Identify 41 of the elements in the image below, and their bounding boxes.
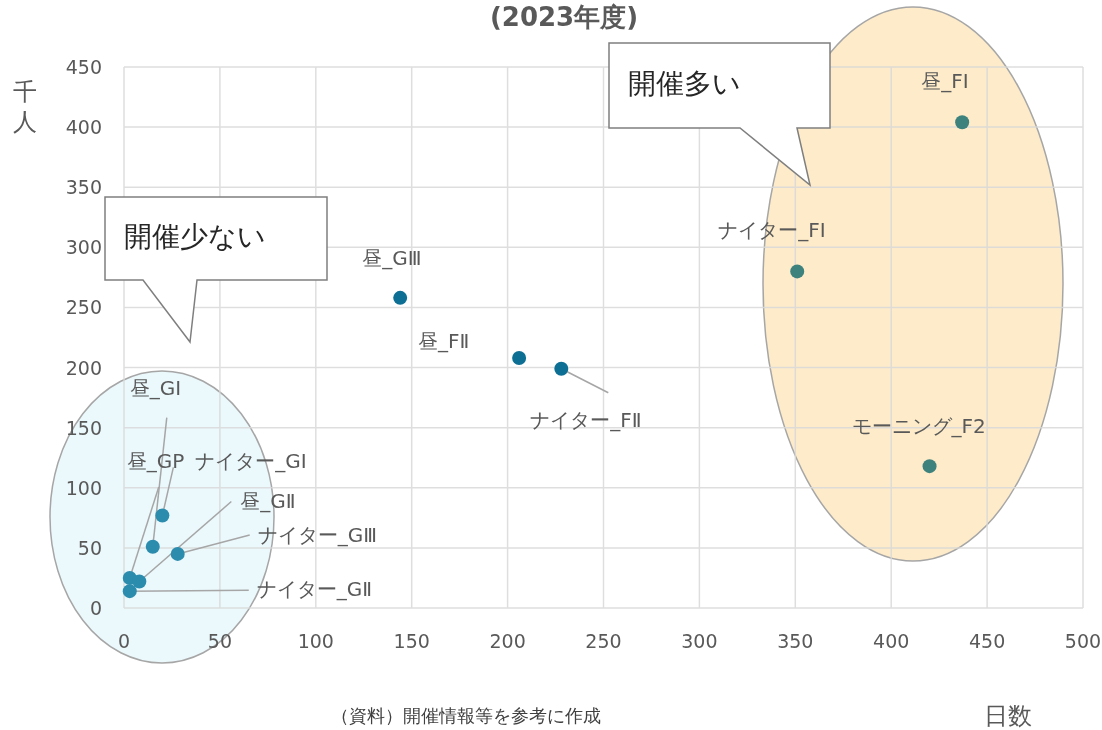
x-tick-label: 200 [489,630,526,652]
x-axis-title: 日数 [984,702,1032,730]
annotation: 昼_GP [126,448,185,473]
annotation: ナイター_GⅠ [195,449,307,474]
chart-title: (2023年度) [489,2,639,32]
y-tick-label: 50 [77,536,102,559]
annotation: 昼_FⅠ [921,69,969,94]
x-tick-label: 50 [207,630,232,652]
x-tick-label: 150 [393,630,430,652]
x-tick-label: 450 [968,630,1006,652]
x-tick-label: 500 [1064,630,1102,652]
y-tick-label: 150 [65,416,102,439]
callout-many: 開催多い [608,42,831,187]
y-tick-label: 250 [65,296,102,319]
annotation: ナイター_GⅡ [256,577,373,602]
y-axis-title: 千人 [13,78,37,136]
text: （資料）開催情報等を参考に作成 [331,705,601,726]
x-tick-label: 300 [681,630,718,652]
annotation: ナイター_FⅠ [718,218,826,243]
y-tick-label: 100 [65,476,102,499]
y-tick-label: 300 [65,236,102,259]
annotation: 開催少ない [124,220,266,253]
annotation: 昼_FⅡ [418,328,470,353]
y-tick-label: 400 [65,116,102,139]
annotation: 昼_GⅠ [129,375,182,400]
annotation: 開催多い [628,67,741,100]
x-tick-label: 100 [297,630,334,652]
callout-few: 開催少ない [104,196,328,344]
annotation: ナイター_FⅡ [530,407,642,432]
x-tick-label: 400 [873,630,910,652]
y-tick-label: 450 [65,56,102,78]
y-tick-label: 350 [65,176,102,199]
annotation: モーニング_F2 [851,414,986,439]
annotation: ナイター_GⅢ [257,522,377,547]
y-tick-label: 0 [89,597,102,619]
x-tick-label: 250 [585,630,622,652]
x-tick-label: 0 [117,630,131,652]
y-tick-label: 200 [65,356,102,379]
x-tick-label: 350 [777,630,814,652]
annotation: 昼_GⅡ [240,488,296,513]
annotation: 昼_GⅢ [362,245,422,270]
